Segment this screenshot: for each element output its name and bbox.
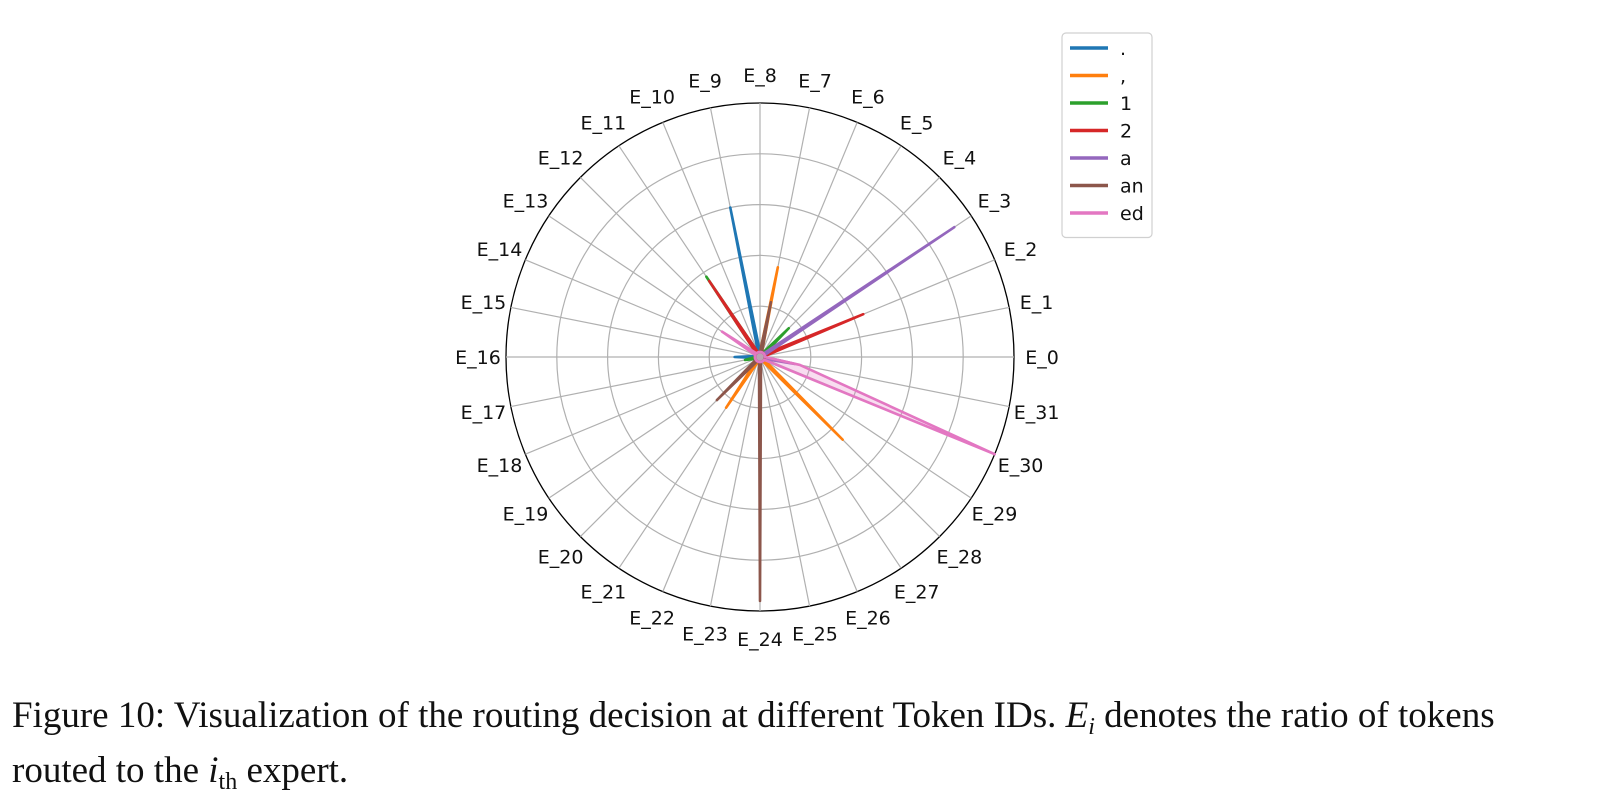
category-tick-label: E_25 — [792, 624, 838, 646]
angular-gridline — [510, 356, 761, 408]
category-tick-label: E_22 — [629, 608, 675, 630]
legend-label: . — [1120, 38, 1126, 60]
caption-text: denotes the ratio of tokens — [1094, 695, 1495, 736]
category-tick-label: E_15 — [461, 292, 507, 314]
angular-gridline — [709, 356, 761, 607]
category-tick-labels: E_0 E_1 E_2 E_3E_4 E_5 E_6 E_7 E_8 E_9 E_10E_11 E_… — [455, 65, 1059, 651]
category-tick-label: E_31 — [1014, 402, 1060, 424]
caption-text: routed to the — [12, 750, 209, 791]
legend-label: an — [1120, 176, 1144, 198]
caption-text: expert. — [237, 750, 349, 791]
category-tick-label: E_4 — [943, 148, 977, 170]
category-tick-label: E_18 — [477, 455, 523, 477]
category-tick-label: E_7 — [798, 70, 832, 92]
category-tick-label: E_26 — [845, 608, 891, 630]
angular-gridline — [759, 356, 972, 499]
legend-label: 2 — [1120, 121, 1132, 143]
caption-line-1: Figure 10: Visualization of the routing … — [12, 694, 1602, 749]
series-layer — [705, 206, 996, 603]
angular-gridline — [759, 122, 858, 358]
angular-gridline — [759, 356, 902, 569]
category-tick-label: E_21 — [580, 581, 626, 603]
category-tick-label: E_30 — [998, 455, 1044, 477]
angular-gridline — [579, 176, 761, 358]
legend-label: 1 — [1120, 93, 1132, 115]
category-tick-label: E_17 — [461, 402, 507, 424]
category-tick-label: E_2 — [1004, 239, 1038, 261]
legend: ., 1 2 a an ed — [1061, 32, 1153, 239]
angular-gridline — [759, 306, 1010, 358]
category-tick-label: E_20 — [538, 546, 584, 568]
caption-subscript-i: i — [1088, 714, 1095, 740]
radar-chart: E_0 E_1 E_2 E_3E_4 E_5 E_6 E_7 E_8 E_9 E_10E_11 E_… — [455, 32, 1153, 651]
caption-text: Figure 10: Visualization of the routing … — [12, 695, 1066, 736]
legend-label: a — [1120, 148, 1132, 170]
category-tick-label: E_29 — [972, 504, 1018, 526]
legend-label: ed — [1120, 203, 1144, 225]
category-tick-label: E_13 — [503, 190, 549, 212]
category-tick-label: E_6 — [851, 86, 885, 108]
angular-gridline — [759, 356, 811, 607]
angular-gridline — [525, 259, 761, 358]
caption-line-2: routed to the ith expert. — [12, 749, 1602, 804]
angular-gridline — [759, 356, 858, 592]
series-line — [720, 330, 996, 456]
category-tick-label: E_19 — [503, 504, 549, 526]
caption-symbol-i: i — [208, 750, 219, 791]
angular-gridline — [548, 356, 761, 499]
angular-gridline — [662, 356, 761, 592]
category-tick-label: E_9 — [688, 70, 722, 92]
angular-gridline — [510, 306, 761, 358]
category-tick-label: E_1 — [1020, 292, 1054, 314]
angular-gridline — [525, 356, 761, 455]
category-tick-label: E_16 — [455, 347, 501, 369]
category-tick-label: E_5 — [900, 113, 934, 135]
category-tick-label: E_23 — [682, 624, 728, 646]
category-tick-label: E_24 — [737, 629, 783, 651]
legend-label: , — [1120, 66, 1126, 88]
caption-symbol-e: E — [1065, 695, 1089, 736]
angular-gridline — [759, 145, 902, 358]
category-tick-label: E_12 — [538, 148, 584, 170]
category-tick-label: E_28 — [937, 546, 983, 568]
caption-subscript-th: th — [218, 769, 238, 795]
category-tick-label: E_3 — [978, 190, 1012, 212]
category-tick-label: E_27 — [894, 581, 940, 603]
category-tick-label: E_11 — [580, 113, 626, 135]
category-tick-label: E_14 — [477, 239, 523, 261]
category-tick-label: E_0 — [1025, 347, 1059, 369]
angular-gridline — [759, 176, 941, 358]
category-tick-label: E_8 — [743, 65, 777, 87]
category-tick-label: E_10 — [629, 86, 675, 108]
angular-gridline — [662, 122, 761, 358]
figure-caption: Figure 10: Visualization of the routing … — [12, 694, 1602, 804]
